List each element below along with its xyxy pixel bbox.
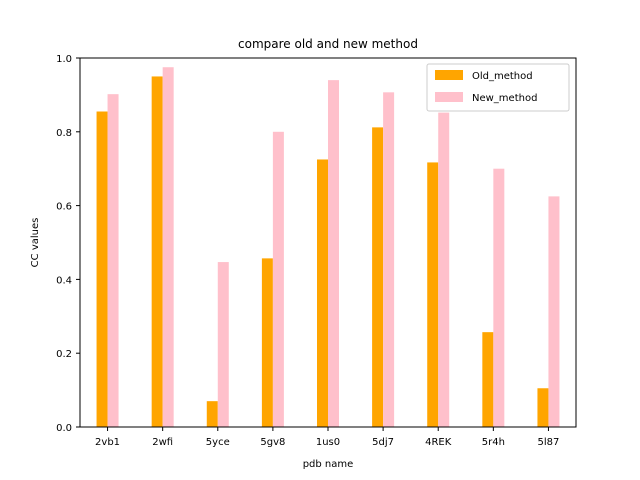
y-tick-label: 1.0 [56,54,72,65]
bar-old-method-2wfi [151,76,163,427]
bar-old-method-1us0 [317,159,328,427]
bar-old-method-4rek [427,162,439,427]
bar-old-method-2vb1 [96,111,108,427]
bar-new-method-2wfi [162,67,174,427]
y-tick-label: 0.6 [56,202,72,213]
y-tick-label: 0.4 [56,275,72,286]
plot-frame [79,57,577,428]
x-tick-label: 2vb1 [95,437,120,448]
legend-swatch-old-method [435,70,463,80]
x-tick-label: 5dj7 [372,437,394,448]
bars-layer [96,67,560,428]
bar-old-method-5yce [206,401,218,427]
bar-new-method-5yce [217,262,229,427]
y-tick-label: 0.0 [56,423,72,434]
bar-new-method-5l87 [548,196,560,427]
x-axis-label: pdb name [303,459,354,470]
bar-new-method-5r4h [493,168,505,427]
x-tick-label: 5yce [206,437,230,448]
x-tick-label: 4REK [425,437,452,448]
bar-new-method-4rek [438,112,450,427]
bar-old-method-5gv8 [261,258,273,427]
bar-old-method-5r4h [482,332,494,427]
legend-label-old-method: Old_method [472,71,533,82]
bar-new-method-5gv8 [272,131,284,428]
bar-new-method-5dj7 [383,92,395,427]
y-axis-label: CC values [30,218,41,268]
bar-old-method-5l87 [537,388,549,427]
x-tick-label: 2wfi [152,437,173,448]
x-tick-label: 5l87 [538,437,560,448]
bar-old-method-5dj7 [372,127,384,427]
x-tick-label: 5r4h [482,437,505,448]
legend: Old_method New_method [426,63,570,112]
y-tick-label: 0.8 [56,128,72,139]
legend-swatch-new-method [435,92,463,102]
bar-new-method-1us0 [328,80,339,427]
x-tick-label: 5gv8 [260,437,285,448]
bar-new-method-2vb1 [107,94,119,428]
x-tick-label: 1us0 [316,437,340,448]
y-tick-label: 0.2 [56,349,72,360]
chart-title: compare old and new method [238,37,418,51]
x-axis-ticks: 2vb1 2wfi 5yce 5gv8 1us0 5dj7 4REK 5r4h 5l87 [95,427,559,448]
y-axis-ticks: 0.0 0.2 0.4 0.6 0.8 1.0 [56,54,80,434]
legend-label-new-method: New_method [472,93,537,104]
